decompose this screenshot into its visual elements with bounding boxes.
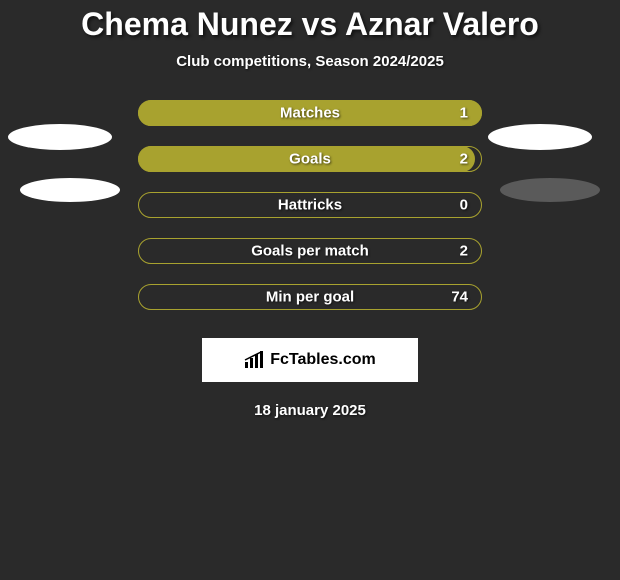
date-line: 18 january 2025 [0,402,620,419]
stat-label: Hattricks [278,197,342,214]
stat-label: Goals [289,151,331,168]
stat-value: 2 [460,243,468,260]
stat-row: Goals 2 [138,146,482,172]
stat-label: Min per goal [266,289,354,306]
decorative-ellipse [8,124,112,150]
chart-bars-icon [244,351,266,369]
stat-label: Goals per match [251,243,369,260]
stat-row: Matches 1 [138,100,482,126]
subtitle: Club competitions, Season 2024/2025 [0,53,620,70]
decorative-ellipse [488,124,592,150]
stat-value: 1 [460,105,468,122]
stat-rows: Matches 1 Goals 2 Hattricks 0 Goals per match 2… [138,100,482,310]
stat-label: Matches [280,105,340,122]
decorative-ellipse [20,178,120,202]
stat-value: 2 [460,151,468,168]
logo-inner: FcTables.com [203,339,417,381]
decorative-ellipse [500,178,600,202]
stat-row: Hattricks 0 [138,192,482,218]
stat-value: 0 [460,197,468,214]
logo-box: FcTables.com [202,338,418,382]
page-title: Chema Nunez vs Aznar Valero [0,0,620,43]
logo-text: FcTables.com [270,351,376,369]
stat-row: Min per goal 74 [138,284,482,310]
stat-value: 74 [451,289,468,306]
stat-row: Goals per match 2 [138,238,482,264]
